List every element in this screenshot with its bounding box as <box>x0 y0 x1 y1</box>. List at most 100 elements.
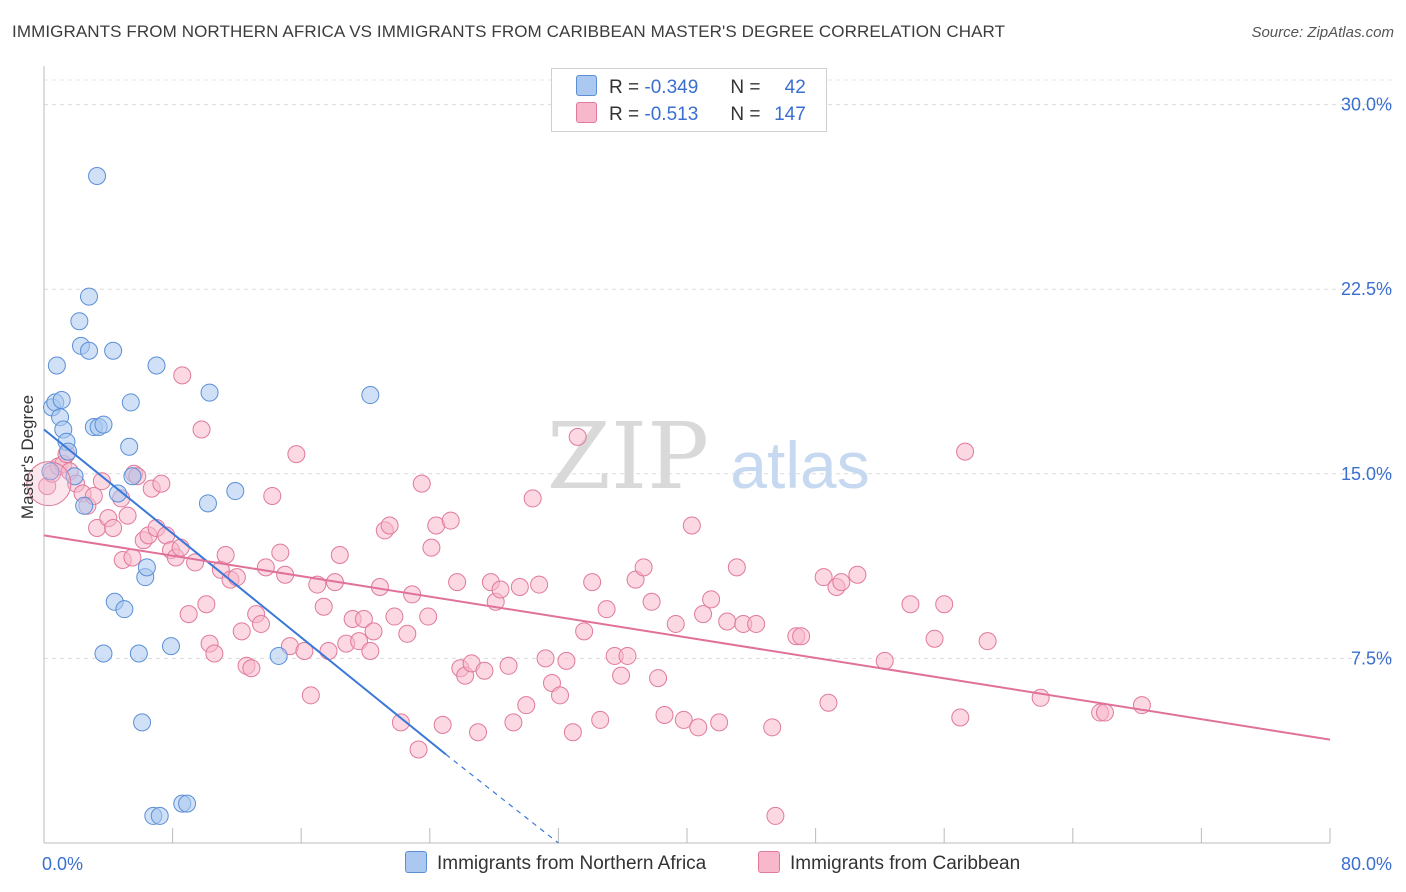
point-northern-africa <box>133 713 152 732</box>
point-caribbean <box>256 558 275 577</box>
point-caribbean <box>563 723 582 742</box>
point-northern-africa <box>75 496 94 515</box>
point-caribbean <box>901 595 920 614</box>
point-caribbean <box>925 629 944 648</box>
point-caribbean <box>702 590 721 609</box>
point-caribbean <box>271 543 290 562</box>
point-caribbean <box>364 622 383 641</box>
point-caribbean <box>242 659 261 678</box>
grid-lines <box>44 79 1392 659</box>
point-caribbean <box>523 489 542 508</box>
point-caribbean <box>419 607 438 626</box>
point-caribbean <box>123 548 142 567</box>
point-caribbean <box>391 713 410 732</box>
stats-legend: R = -0.349 N = 42 R = -0.513 N = 147 <box>551 68 827 132</box>
point-caribbean <box>263 486 282 505</box>
point-northern-africa <box>59 442 78 461</box>
point-caribbean <box>530 575 549 594</box>
point-caribbean <box>618 646 637 665</box>
point-caribbean <box>314 597 333 616</box>
point-caribbean <box>409 740 428 759</box>
point-caribbean <box>192 420 211 439</box>
y-tick-label: 30.0% <box>1341 95 1392 115</box>
trend-line-northern-africa <box>43 428 447 756</box>
point-caribbean <box>504 713 523 732</box>
point-northern-africa <box>70 312 89 331</box>
legend-item-caribbean: Immigrants from Caribbean <box>758 851 1020 875</box>
point-caribbean <box>832 573 851 592</box>
point-caribbean <box>433 715 452 734</box>
point-caribbean <box>568 427 587 446</box>
point-northern-africa <box>226 482 245 501</box>
point-caribbean <box>354 610 373 629</box>
point-caribbean <box>422 538 441 557</box>
point-caribbean <box>205 644 224 663</box>
point-caribbean <box>612 666 631 685</box>
point-caribbean <box>295 642 314 661</box>
point-caribbean <box>412 474 431 493</box>
point-caribbean <box>380 516 399 535</box>
point-northern-africa <box>137 558 156 577</box>
y-ticks: 7.5% 15.0% 22.5% 30.0% <box>1341 95 1392 669</box>
point-caribbean <box>718 612 737 631</box>
point-caribbean <box>104 518 123 537</box>
legend-item-northern-africa: Immigrants from Northern Africa <box>405 851 706 875</box>
point-caribbean <box>814 568 833 587</box>
point-caribbean <box>517 696 536 715</box>
point-caribbean <box>232 622 251 641</box>
y-tick-label: 22.5% <box>1341 279 1392 299</box>
point-caribbean <box>319 642 338 661</box>
y-axis-label: Master's Degree <box>18 395 37 519</box>
r-value-caribbean: -0.513 <box>644 104 699 125</box>
point-caribbean <box>655 706 674 725</box>
source-label: Source: ZipAtlas.com <box>1251 24 1394 41</box>
point-caribbean <box>252 614 271 633</box>
point-caribbean <box>694 605 713 624</box>
point-northern-africa <box>269 646 288 665</box>
point-northern-africa <box>150 806 169 825</box>
point-caribbean <box>385 607 404 626</box>
point-caribbean <box>475 661 494 680</box>
point-caribbean <box>766 806 785 825</box>
n-value-northern-africa: 42 <box>784 77 806 98</box>
legend-swatch-blue <box>576 75 597 96</box>
trend-line-northern-africa-extension <box>445 753 559 844</box>
legend-label-northern-africa: Immigrants from Northern Africa <box>437 853 707 874</box>
point-northern-africa <box>115 600 134 619</box>
point-caribbean <box>682 516 701 535</box>
point-caribbean <box>173 366 192 385</box>
point-caribbean <box>179 605 198 624</box>
point-caribbean <box>491 580 510 599</box>
point-caribbean <box>361 642 380 661</box>
chart-title: IMMIGRANTS FROM NORTHERN AFRICA VS IMMIG… <box>12 22 1006 41</box>
point-caribbean <box>792 627 811 646</box>
point-northern-africa <box>94 415 113 434</box>
point-caribbean <box>216 546 235 565</box>
point-northern-africa <box>178 794 197 813</box>
point-caribbean <box>642 592 661 611</box>
point-northern-africa <box>361 386 380 405</box>
point-caribbean <box>583 573 602 592</box>
point-caribbean <box>171 538 190 557</box>
point-caribbean <box>227 568 246 587</box>
legend-row-northern-africa: R = -0.349 N = 42 <box>576 75 806 101</box>
n-value-caribbean: 147 <box>774 104 806 125</box>
n-label: N = <box>730 104 761 125</box>
point-northern-africa <box>120 437 139 456</box>
watermark-zip: ZIP <box>547 403 709 510</box>
point-caribbean <box>469 723 488 742</box>
point-caribbean <box>152 474 171 493</box>
point-caribbean <box>763 718 782 737</box>
point-caribbean <box>935 595 954 614</box>
point-caribbean <box>536 649 555 668</box>
r-label: R = <box>609 77 640 98</box>
point-caribbean <box>197 595 216 614</box>
x-tick-label: 0.0% <box>42 854 83 874</box>
point-caribbean <box>398 624 417 643</box>
point-caribbean <box>956 442 975 461</box>
point-northern-africa <box>200 383 219 402</box>
point-northern-africa <box>161 637 180 656</box>
point-caribbean <box>557 651 576 670</box>
point-northern-africa <box>80 341 99 360</box>
point-caribbean <box>441 511 460 530</box>
